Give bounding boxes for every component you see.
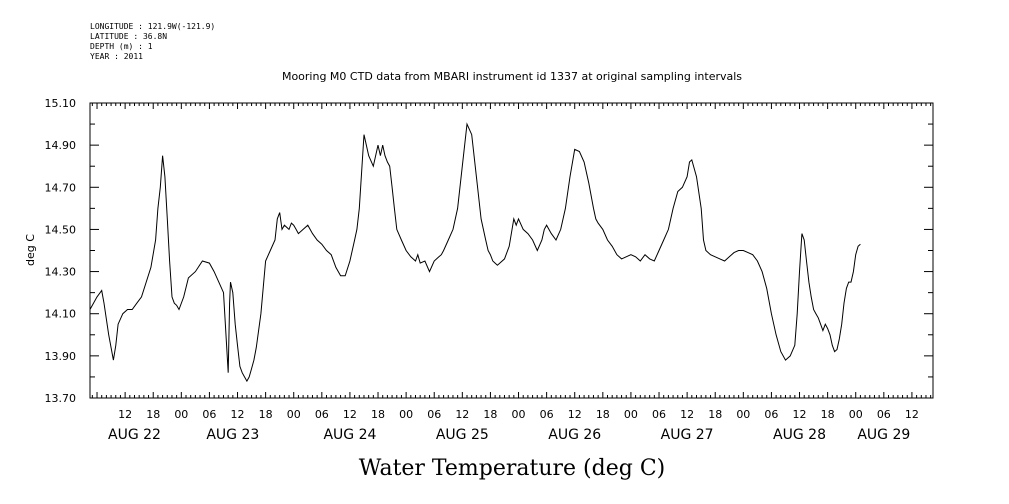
longitude-label: LONGITUDE : 121.9W(-121.9) [90,22,216,31]
y-tick-label: 15.10 [45,97,77,110]
x-tick-label: 18 [708,408,722,421]
y-tick-label: 14.50 [45,223,77,236]
x-tick-label: 00 [624,408,638,421]
series-line [89,122,861,383]
axis-ticks [90,102,933,399]
x-tick-label: 12 [680,408,694,421]
plot-frame [89,102,934,399]
x-axis-label: Water Temperature (deg C) [359,456,666,481]
y-axis-label: deg C [24,234,37,266]
x-tick-labels: 12 18 00 06 12 18 00 06 12 18 00 06 12 18 00 06 12 18 00 06… [118,408,919,421]
x-tick-label: 18 [596,408,610,421]
x-tick-label: 00 [174,408,188,421]
y-tick-label: 14.90 [45,139,77,152]
x-tick-label: 00 [287,408,301,421]
x-tick-label: 00 [512,408,526,421]
x-tick-label: 00 [736,408,750,421]
x-tick-label: 06 [877,408,891,421]
x-tick-label: 06 [652,408,666,421]
x-tick-label: 06 [202,408,216,421]
day-labels: AUG 22 AUG 23 AUG 24 AUG 25 AUG 26 AUG 27 AUG … [108,427,910,443]
x-tick-label: 06 [315,408,329,421]
x-tick-label: 00 [399,408,413,421]
x-tick-label: 06 [540,408,554,421]
latitude-label: LATITUDE : 36.8N [90,32,168,41]
x-tick-label: 12 [343,408,357,421]
x-tick-label: 18 [146,408,160,421]
x-tick-label: 06 [764,408,778,421]
x-tick-label: 12 [231,408,245,421]
x-tick-label: 18 [821,408,835,421]
x-tick-label: 18 [371,408,385,421]
x-day-label: AUG 25 [436,427,489,443]
x-tick-label: 12 [118,408,132,421]
x-day-label: AUG 26 [548,427,601,443]
x-day-label: AUG 28 [773,427,826,443]
year-label: YEAR : 2011 [90,52,143,61]
y-tick-labels: 13.70 13.90 14.10 14.30 14.50 14.70 14.90 15.10 [45,97,77,405]
mooring-metadata: LONGITUDE : 121.9W(-121.9) LATITUDE : 36… [90,22,215,62]
x-tick-label: 12 [568,408,582,421]
y-tick-label: 13.70 [45,392,77,405]
x-day-label: AUG 24 [323,427,376,443]
y-tick-label: 14.10 [45,308,77,321]
x-tick-label: 06 [427,408,441,421]
x-day-label: AUG 27 [661,427,714,443]
x-day-label: AUG 29 [857,427,910,443]
x-tick-label: 12 [455,408,469,421]
x-tick-label: 12 [793,408,807,421]
x-tick-label: 18 [259,408,273,421]
x-tick-label: 00 [849,408,863,421]
y-tick-label: 13.90 [45,350,77,363]
x-tick-label: 12 [905,408,919,421]
y-tick-label: 14.70 [45,181,77,194]
depth-label: DEPTH (m) : 1 [90,42,153,51]
y-tick-label: 14.30 [45,266,77,279]
x-tick-label: 18 [483,408,497,421]
chart-title: Mooring M0 CTD data from MBARI instrumen… [282,70,742,83]
x-day-label: AUG 22 [108,427,161,443]
x-day-label: AUG 23 [206,427,259,443]
